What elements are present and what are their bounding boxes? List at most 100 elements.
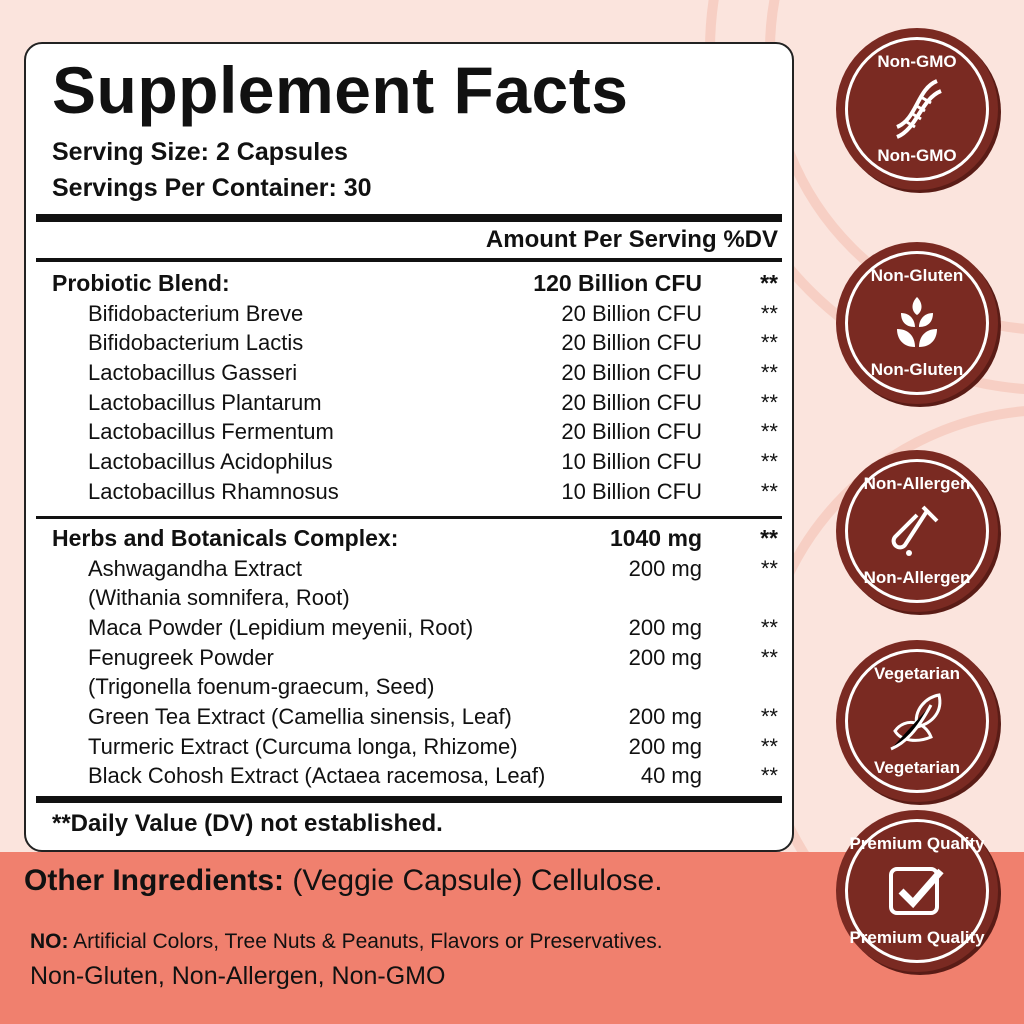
badge-vegetarian: Vegetarian Vegetarian [836, 640, 998, 802]
ingredient-amount: 20 Billion CFU [561, 359, 702, 385]
ingredient-name: (Withania somnifera, Root) [88, 585, 350, 611]
divider [36, 258, 782, 262]
ingredient-dv: ** [760, 644, 778, 670]
ingredient-amount: 200 mg [628, 644, 702, 670]
table-row: Herbs and Botanicals Complex: 1040 mg ** [52, 524, 778, 554]
table-row: Lactobacillus Fermentum 20 Billion CFU ** [52, 417, 778, 447]
ingredient-name: Probiotic Blend: [52, 270, 230, 297]
badge-label: Non-GMO [877, 146, 957, 165]
badge-non-gmo: Non-GMO Non-GMO [836, 28, 998, 190]
other-ingredients: Other Ingredients: (Veggie Capsule) Cell… [24, 864, 663, 898]
ingredient-name: Bifidobacterium Lactis [88, 330, 304, 356]
column-header: Amount Per Serving %DV [486, 226, 778, 254]
ingredient-name: Lactobacillus Rhamnosus [88, 478, 339, 504]
ingredient-amount: 20 Billion CFU [561, 389, 702, 415]
wheat-icon [897, 297, 937, 347]
badge-label: Premium Quality [849, 834, 985, 853]
table-row: Black Cohosh Extract (Actaea racemosa, L… [52, 762, 778, 792]
table-row: Ashwagandha Extract 200 mg ** [52, 554, 778, 584]
table-row: Maca Powder (Lepidium meyenii, Root) 200 … [52, 613, 778, 643]
table-row: Turmeric Extract (Curcuma longa, Rhizome… [52, 732, 778, 762]
badge-non-gluten: Non-Gluten Non-Gluten [836, 242, 998, 404]
ingredient-amount: 10 Billion CFU [561, 478, 702, 504]
ingredient-dv: ** [760, 448, 778, 474]
divider [36, 516, 782, 519]
other-ingredients-label: Other Ingredients: [24, 864, 285, 897]
badge-premium-quality: Premium Quality Premium Quality [836, 810, 998, 972]
ingredient-amount: 200 mg [628, 703, 702, 729]
other-ingredients-value: (Veggie Capsule) Cellulose. [284, 864, 663, 897]
ingredient-name: Green Tea Extract (Camellia sinensis, Le… [88, 703, 512, 729]
table-row: Lactobacillus Acidophilus 10 Billion CFU *… [52, 447, 778, 477]
badge-ring [845, 251, 989, 395]
ingredient-amount: 120 Billion CFU [533, 270, 702, 297]
dna-icon [896, 79, 942, 139]
claims: Non-Gluten, Non-Allergen, Non-GMO [30, 962, 446, 990]
ingredient-amount: 200 mg [628, 614, 702, 640]
probiotic-section: Probiotic Blend: 120 Billion CFU ** Bifidob… [52, 269, 778, 507]
ingredient-dv: ** [760, 270, 778, 297]
ingredient-name: Lactobacillus Fermentum [88, 419, 334, 445]
checkmark-icon [889, 867, 944, 915]
badge-label: Non-Gluten [870, 360, 964, 379]
ingredient-dv: ** [760, 614, 778, 640]
herbs-section: Herbs and Botanicals Complex: 1040 mg ** As… [52, 524, 778, 791]
ingredient-amount: 20 Billion CFU [561, 330, 702, 356]
no-value: Artificial Colors, Tree Nuts & Peanuts, … [68, 930, 663, 953]
badge-ring [845, 459, 989, 603]
ingredient-name: Black Cohosh Extract (Actaea racemosa, L… [88, 763, 546, 789]
ingredient-name: Lactobacillus Gasseri [88, 359, 298, 385]
supplement-facts-panel: Supplement Facts Serving Size: 2 Capsule… [24, 42, 794, 852]
ingredient-dv: ** [760, 478, 778, 504]
ingredient-amount: 20 Billion CFU [561, 300, 702, 326]
servings-per-container: Servings Per Container: 30 [52, 174, 372, 202]
table-row: Lactobacillus Plantarum 20 Billion CFU ** [52, 388, 778, 418]
serving-size: Serving Size: 2 Capsules [52, 138, 348, 166]
ingredient-amount: 200 mg [628, 733, 702, 759]
no-label: NO: [30, 930, 69, 953]
ingredient-name: Maca Powder (Lepidium meyenii, Root) [88, 614, 474, 640]
badge-ring [845, 37, 989, 181]
divider [36, 796, 782, 803]
ingredient-name: Turmeric Extract (Curcuma longa, Rhizome… [88, 733, 518, 759]
table-row: (Trigonella foenum-graecum, Seed) [52, 672, 778, 702]
ingredient-name: Bifidobacterium Breve [88, 300, 304, 326]
ingredient-dv: ** [760, 525, 778, 552]
ingredient-dv: ** [760, 703, 778, 729]
ingredient-name: Herbs and Botanicals Complex: [52, 525, 399, 552]
test-tube-icon [891, 505, 939, 556]
no-list: NO: Artificial Colors, Tree Nuts & Peanu… [30, 930, 663, 954]
ingredient-name: (Trigonella foenum-graecum, Seed) [88, 674, 435, 700]
table-row: Bifidobacterium Lactis 20 Billion CFU ** [52, 328, 778, 358]
badge-label: Non-GMO [877, 52, 957, 71]
ingredient-amount: 10 Billion CFU [561, 448, 702, 474]
ingredient-amount: 40 mg [640, 763, 702, 789]
table-row: (Withania somnifera, Root) [52, 583, 778, 613]
badge-label: Non-Gluten [870, 266, 964, 285]
table-row: Probiotic Blend: 120 Billion CFU ** [52, 269, 778, 299]
ingredient-dv: ** [760, 300, 778, 326]
ingredient-name: Ashwagandha Extract [88, 555, 303, 581]
badge-non-allergen: Non-Allergen Non-Allergen [836, 450, 998, 612]
badge-ring [845, 819, 989, 963]
badge-label: Vegetarian [874, 664, 960, 683]
dv-header: %DV [723, 226, 778, 253]
table-row: Lactobacillus Gasseri 20 Billion CFU ** [52, 358, 778, 388]
ingredient-dv: ** [760, 389, 778, 415]
leaf-icon [890, 693, 942, 751]
badge-ring [845, 649, 989, 793]
badge-label: Premium Quality [849, 928, 985, 947]
badge-label: Vegetarian [874, 758, 960, 777]
ingredient-name: Fenugreek Powder [88, 644, 274, 670]
ingredient-name: Lactobacillus Plantarum [88, 389, 322, 415]
ingredient-amount: 1040 mg [609, 525, 702, 552]
ingredient-dv: ** [760, 419, 778, 445]
ingredient-name: Lactobacillus Acidophilus [88, 448, 333, 474]
badge-label: Non-Allergen [863, 568, 971, 587]
ingredient-dv: ** [760, 733, 778, 759]
ingredient-dv: ** [760, 359, 778, 385]
panel-title: Supplement Facts [52, 53, 629, 127]
divider [36, 214, 782, 222]
ingredient-dv: ** [760, 763, 778, 789]
table-row: Bifidobacterium Breve 20 Billion CFU ** [52, 299, 778, 329]
